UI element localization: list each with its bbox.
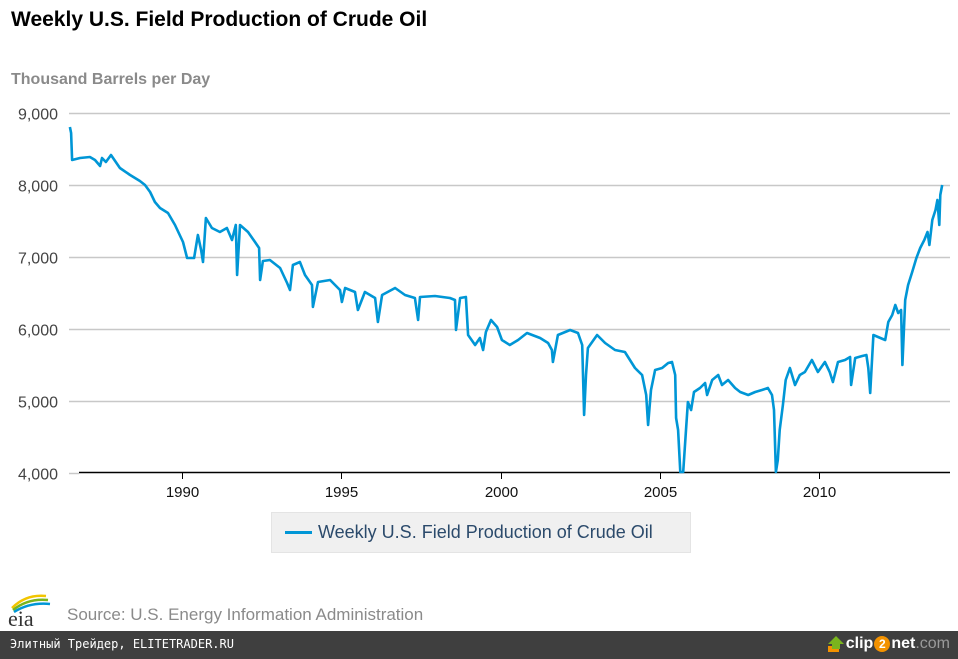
brand-part-domain: .com	[915, 635, 950, 652]
footer-bar: Элитный Трейдер, ELITETRADER.RU clip 2 n…	[0, 631, 958, 659]
upload-arrow-icon	[827, 636, 844, 652]
clip2net-brand[interactable]: clip 2 net .com	[826, 635, 950, 653]
legend-swatch-icon	[285, 531, 312, 534]
y-tick-label: 4,000	[18, 467, 58, 484]
line-chart: 4,000 5,000 6,000 7,000 8,000 9,000 1990 1995 2…	[18, 107, 950, 500]
y-axis-ticks: 4,000 5,000 6,000 7,000 8,000 9,000	[18, 107, 58, 484]
footer-watermark: Элитный Трейдер, ELITETRADER.RU	[10, 637, 234, 651]
x-axis: 1990 1995 2000 2005 2010	[79, 471, 950, 500]
brand-part-clip: clip	[845, 635, 874, 652]
x-tick-label: 2010	[803, 484, 836, 500]
y-axis-units-label: Thousand Barrels per Day	[11, 71, 211, 88]
svg-text:eia: eia	[8, 606, 34, 628]
brand-part-net: net	[891, 635, 916, 652]
x-tick-label: 1995	[325, 484, 358, 500]
series-line-0	[68, 126, 944, 474]
eia-logo-icon: eia	[8, 594, 51, 628]
brand-part-two: 2	[874, 636, 891, 652]
gridlines	[69, 112, 950, 475]
legend-label: Weekly U.S. Field Production of Crude Oi…	[318, 522, 653, 542]
legend[interactable]: Weekly U.S. Field Production of Crude Oi…	[271, 512, 691, 553]
y-tick-label: 5,000	[18, 395, 58, 412]
x-tick-label: 2000	[485, 484, 518, 500]
series-layer	[68, 126, 944, 474]
source-text: Source: U.S. Energy Information Administ…	[67, 605, 424, 624]
x-tick-label: 2005	[644, 484, 677, 500]
y-tick-label: 6,000	[18, 323, 58, 340]
y-tick-label: 7,000	[18, 251, 58, 268]
y-tick-label: 8,000	[18, 179, 58, 196]
chart-title: Weekly U.S. Field Production of Crude Oi…	[11, 8, 428, 31]
x-tick-label: 1990	[166, 484, 199, 500]
y-tick-label: 9,000	[18, 107, 58, 124]
